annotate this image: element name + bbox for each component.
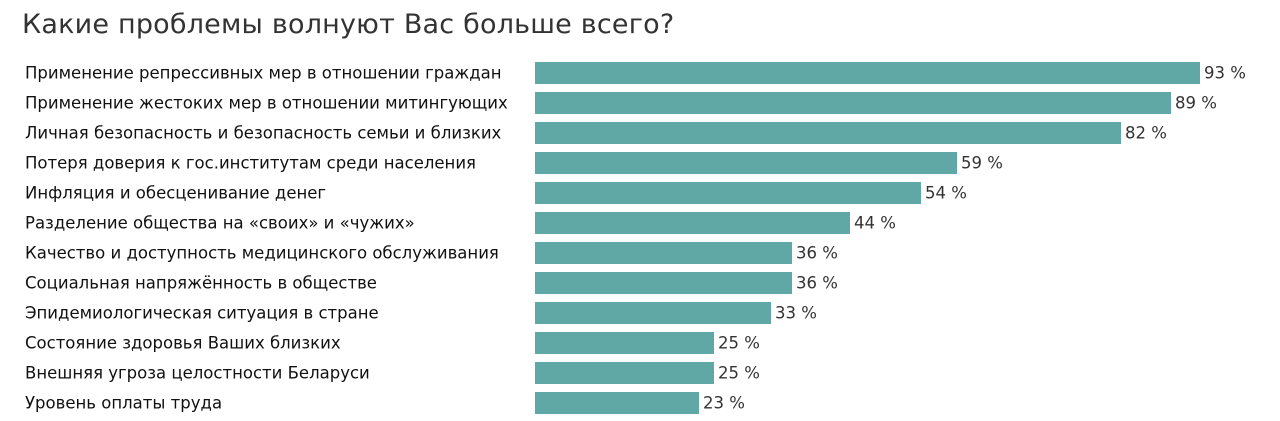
category-label: Потеря доверия к гос.институтам среди на… [25,154,476,173]
category-label: Применение жестоких мер в отношении мити… [25,94,508,113]
category-label: Уровень оплаты труда [25,394,222,413]
category-label: Социальная напряжённость в обществе [25,274,377,293]
category-label: Качество и доступность медицинского обсл… [25,244,499,263]
value-label: 54 % [925,184,967,203]
value-label: 36 % [796,244,838,263]
value-label: 82 % [1125,124,1167,143]
bar [535,392,699,414]
chart-title: Какие проблемы волнуют Вас больше всего? [22,9,675,40]
bar [535,212,850,234]
bar [535,272,792,294]
category-label: Применение репрессивных мер в отношении … [25,64,502,83]
category-label: Внешняя угроза целостности Беларуси [25,364,370,383]
category-label: Состояние здоровья Ваших близких [25,334,341,353]
value-label: 23 % [703,394,745,413]
bar [535,332,714,354]
bar [535,152,957,174]
value-label: 25 % [718,364,760,383]
bar [535,92,1171,114]
value-label: 89 % [1175,94,1217,113]
bar [535,302,771,324]
value-labels: 93 % 89 % 82 % 59 % 54 % 44 % 36 % 36 % 33 % 25 %… [703,64,1246,413]
bar [535,122,1121,144]
category-label: Разделение общества на «своих» и «чужих» [25,214,415,233]
bars [535,62,1200,414]
category-label: Эпидемиологическая ситуация в стране [25,304,379,323]
bar [535,62,1200,84]
bar [535,362,714,384]
bar [535,182,921,204]
category-labels: Применение репрессивных мер в отношении … [25,64,508,413]
value-label: 33 % [775,304,817,323]
value-label: 25 % [718,334,760,353]
value-label: 93 % [1204,64,1246,83]
value-label: 59 % [961,154,1003,173]
bar [535,242,792,264]
value-label: 44 % [854,214,896,233]
category-label: Инфляция и обесценивание денег [25,184,326,203]
category-label: Личная безопасность и безопасность семьи… [25,124,502,143]
value-label: 36 % [796,274,838,293]
